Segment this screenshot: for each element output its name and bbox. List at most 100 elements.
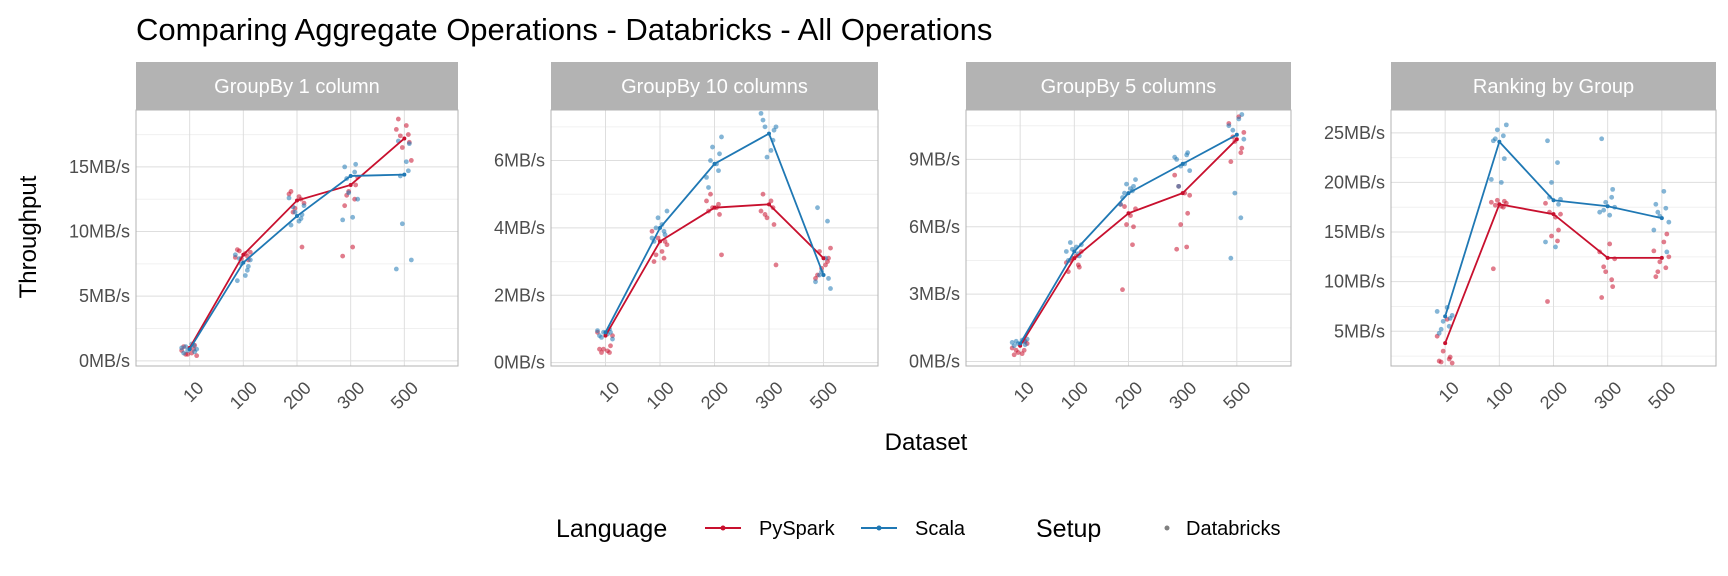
data-point-scala: [1543, 239, 1548, 245]
data-point-pyspark: [760, 191, 766, 197]
data-point-scala: [662, 232, 668, 238]
data-point-pyspark: [1239, 145, 1245, 151]
mean-point-scala: [1551, 198, 1556, 203]
mean-point-scala: [1443, 314, 1448, 319]
mean-point-pyspark: [1659, 255, 1664, 260]
data-point-pyspark: [1501, 198, 1507, 204]
panel-border: [1390, 109, 1717, 367]
data-point-scala: [1440, 318, 1446, 324]
data-point-scala: [1241, 136, 1247, 142]
data-point-pyspark: [1130, 242, 1135, 248]
data-point-pyspark: [1603, 269, 1609, 275]
x-tick-label: 300: [1165, 378, 1200, 413]
data-point-pyspark: [708, 191, 713, 197]
data-point-scala: [1661, 188, 1667, 194]
mean-point-scala: [821, 273, 826, 278]
data-point-pyspark: [605, 348, 610, 354]
data-point-pyspark: [286, 191, 292, 197]
x-tick-label: 300: [333, 378, 368, 413]
data-point-scala: [1131, 183, 1136, 189]
data-point-scala: [406, 141, 412, 147]
panel-border: [550, 109, 879, 367]
mean-point-pyspark: [1497, 202, 1502, 207]
data-point-scala: [355, 196, 361, 202]
x-tick-label: 200: [697, 378, 732, 413]
data-point-pyspark: [1174, 246, 1180, 252]
mean-point-scala: [1659, 216, 1664, 221]
data-point-scala: [232, 252, 238, 258]
data-point-pyspark: [1185, 210, 1191, 216]
data-point-pyspark: [1440, 348, 1446, 354]
data-point-pyspark: [1666, 254, 1672, 260]
data-point-pyspark: [1447, 354, 1453, 360]
data-point-scala: [1122, 190, 1127, 196]
data-point-scala: [1500, 133, 1506, 139]
data-point-scala: [716, 168, 721, 174]
data-point-pyspark: [1011, 352, 1017, 358]
data-point-pyspark: [194, 353, 200, 359]
data-point-scala: [762, 124, 768, 130]
x-tick-label: 100: [1482, 378, 1517, 413]
data-point-pyspark: [1653, 274, 1659, 280]
legend-label-scala: Scala: [915, 518, 966, 540]
data-point-scala: [610, 336, 615, 342]
data-point-pyspark: [393, 126, 399, 132]
data-point-scala: [393, 266, 399, 272]
data-point-pyspark: [296, 194, 302, 200]
data-point-pyspark: [1609, 277, 1615, 283]
y-tick-label: 15MB/s: [1324, 222, 1385, 242]
mean-point-pyspark: [712, 205, 717, 210]
data-point-pyspark: [1663, 265, 1669, 271]
data-point-pyspark: [350, 244, 356, 250]
data-point-scala: [403, 159, 409, 165]
data-point-scala: [1447, 315, 1453, 321]
data-point-pyspark: [653, 252, 659, 258]
mean-point-pyspark: [658, 239, 662, 244]
data-point-scala: [1663, 205, 1669, 211]
data-point-scala: [664, 208, 670, 214]
data-point-scala: [286, 195, 292, 201]
y-tick-label: 6MB/s: [494, 151, 545, 171]
mean-point-scala: [295, 214, 299, 219]
data-point-pyspark: [1664, 231, 1670, 237]
data-point-scala: [1176, 183, 1182, 189]
data-point-scala: [296, 218, 302, 224]
data-point-pyspark: [704, 198, 709, 204]
facet-panel-groupby-5-columns: GroupBy 5 columns 0MB/s 3MB/s 6MB/s 9MB/s 10 1…: [909, 62, 1292, 413]
facet-strip-label: GroupBy 1 column: [214, 76, 380, 98]
data-point-scala: [405, 168, 411, 174]
mean-point-scala: [658, 225, 662, 230]
data-point-pyspark: [1122, 204, 1127, 209]
data-point-pyspark: [340, 253, 346, 259]
y-tick-label: 10MB/s: [1324, 272, 1385, 292]
data-point-scala: [1013, 338, 1019, 344]
mean-point-scala: [1605, 204, 1610, 209]
data-point-pyspark: [247, 249, 253, 255]
facet-strip: [1391, 62, 1716, 110]
data-point-pyspark: [1651, 248, 1657, 254]
facet-strip: [551, 62, 878, 110]
y-axis-label: Throughput: [15, 175, 42, 298]
data-point-pyspark: [405, 132, 411, 137]
mean-point-pyspark: [1126, 211, 1131, 216]
data-point-scala: [1187, 168, 1193, 174]
data-point-scala: [599, 334, 604, 340]
data-point-pyspark: [1187, 192, 1193, 198]
mean-point-pyspark: [1551, 212, 1556, 217]
data-point-scala: [706, 185, 711, 190]
data-point-scala: [1067, 240, 1073, 245]
data-point-pyspark: [1238, 150, 1244, 156]
data-point-pyspark: [1172, 172, 1178, 178]
data-point-scala: [234, 278, 240, 284]
data-point-scala: [301, 203, 307, 209]
panel-border: [965, 109, 1292, 367]
data-point-scala: [1610, 186, 1616, 192]
data-point-scala: [350, 214, 356, 220]
data-point-pyspark: [1120, 287, 1125, 293]
y-tick-label: 25MB/s: [1324, 123, 1385, 143]
mean-point-scala: [402, 172, 407, 177]
mean-point-scala: [1497, 139, 1502, 144]
data-point-pyspark: [717, 212, 722, 217]
data-point-scala: [1009, 340, 1015, 345]
data-point-scala: [342, 164, 348, 170]
